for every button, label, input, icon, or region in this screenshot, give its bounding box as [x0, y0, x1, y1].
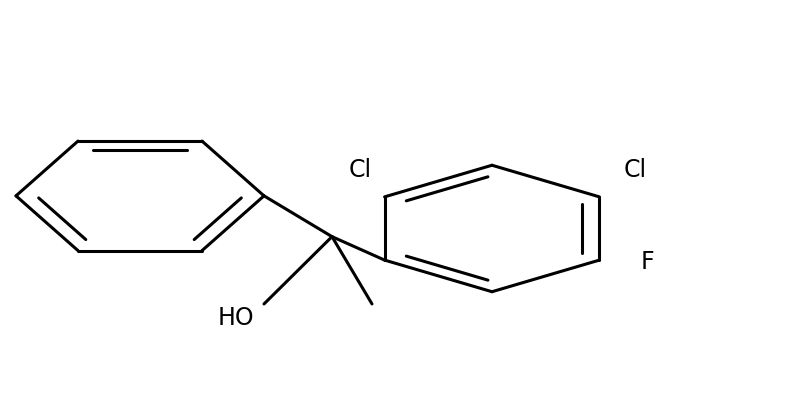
Text: HO: HO	[218, 306, 254, 330]
Text: F: F	[641, 250, 654, 274]
Text: Cl: Cl	[624, 158, 647, 182]
Text: Cl: Cl	[349, 158, 372, 182]
